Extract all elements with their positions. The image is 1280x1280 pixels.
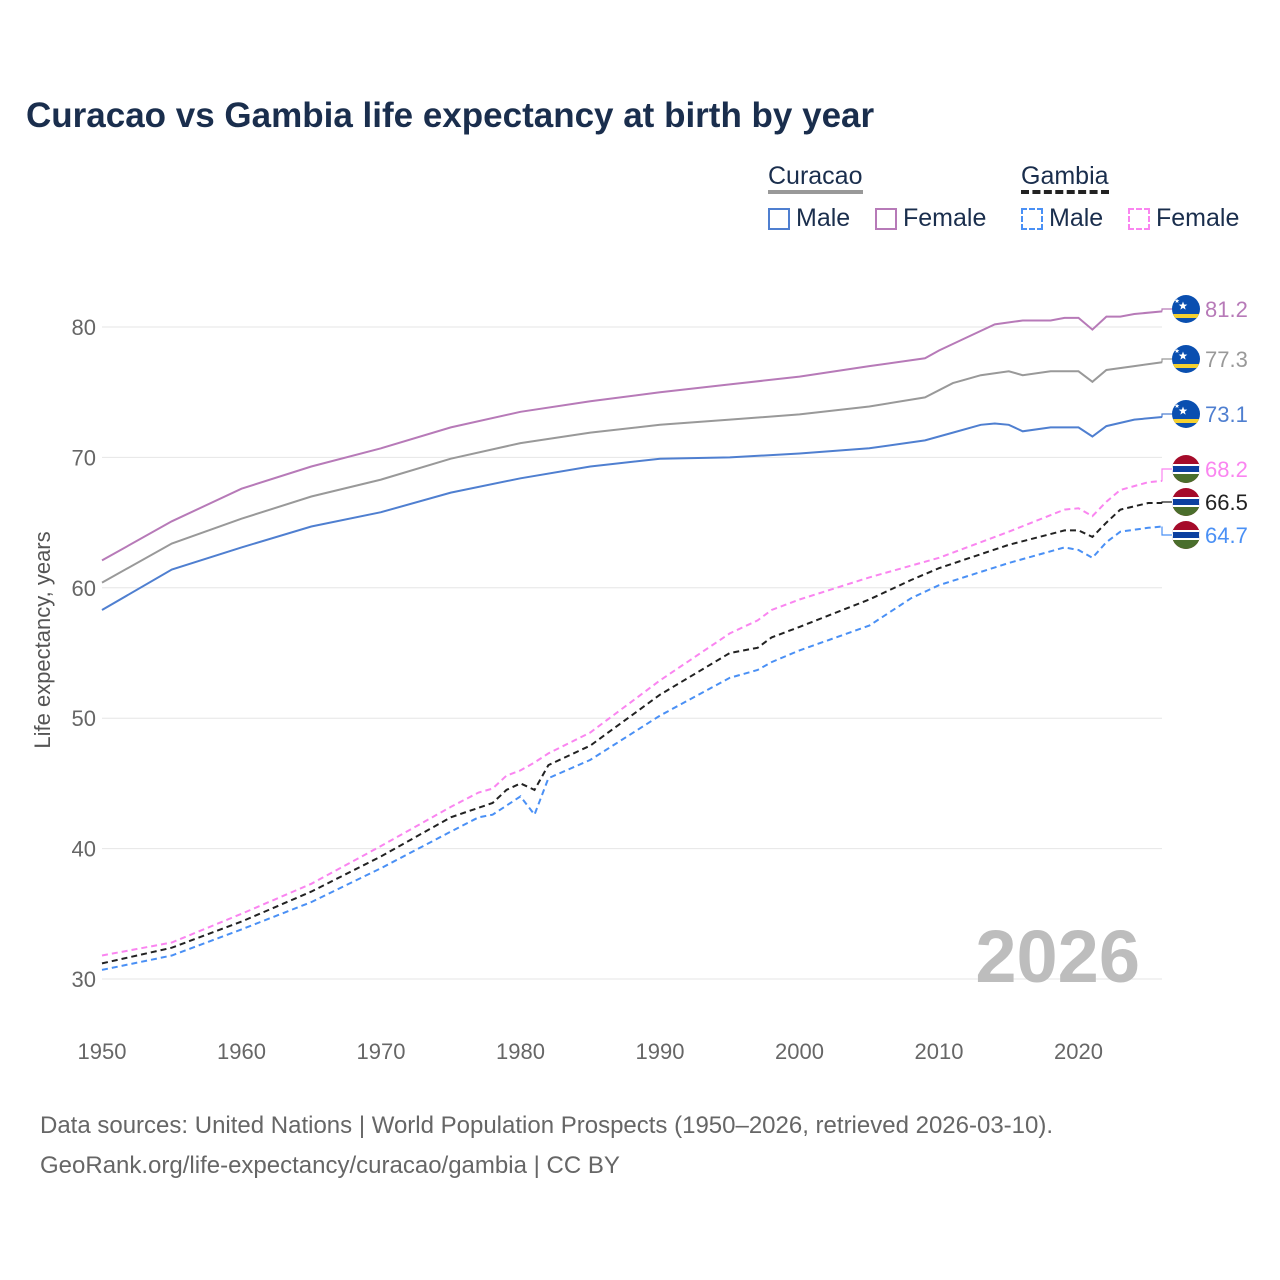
y-axis-label: Life expectancy, years (30, 531, 55, 748)
gambia-flag-icon (1172, 488, 1200, 516)
y-tick-label: 40 (72, 837, 96, 862)
legend-label: Male (796, 204, 851, 232)
data-source: Data sources: United Nations | World Pop… (40, 1112, 1054, 1139)
series-line-gambia-total (101, 502, 1163, 965)
legend-swatch (875, 207, 897, 230)
end-value-label: 73.1 (1205, 402, 1248, 427)
series-line-gambia-male (101, 525, 1163, 971)
legend-group-gambia: Gambia (1021, 162, 1109, 190)
label-connector (1161, 501, 1172, 503)
year-watermark: 2026 (975, 915, 1140, 998)
x-tick-label: 1980 (496, 1039, 545, 1064)
x-tick-label: 2020 (1054, 1039, 1103, 1064)
end-value-label: 64.7 (1205, 523, 1248, 548)
curacao-flag-icon (1172, 295, 1200, 323)
y-tick-label: 30 (72, 967, 96, 992)
label-connector (1161, 308, 1172, 312)
x-tick-label: 1950 (78, 1039, 127, 1064)
legend-label: Female (1156, 204, 1240, 232)
legend-line-curacao (768, 190, 863, 194)
gambia-flag-icon (1172, 455, 1200, 483)
chart-title: Curacao vs Gambia life expectancy at bir… (26, 96, 875, 135)
end-value-label: 68.2 (1205, 457, 1248, 482)
curacao-flag-icon (1172, 400, 1200, 428)
series-line-gambia-female (101, 479, 1163, 957)
label-connector (1161, 358, 1172, 363)
label-connector (1161, 526, 1172, 536)
label-connector (1161, 468, 1172, 481)
y-tick-label: 80 (72, 315, 96, 340)
legend-swatch (1128, 207, 1150, 230)
end-value-label: 66.5 (1205, 490, 1248, 515)
y-tick-label: 50 (72, 706, 96, 731)
legend-line-gambia (1021, 190, 1109, 194)
x-tick-label: 2000 (775, 1039, 824, 1064)
legend-label: Female (903, 204, 987, 232)
end-value-label: 81.2 (1205, 297, 1248, 322)
x-tick-label: 1960 (217, 1039, 266, 1064)
curacao-flag-icon (1172, 345, 1200, 373)
legend-item-curacao-male[interactable]: Male (768, 204, 850, 233)
legend-item-curacao-female[interactable]: Female (875, 204, 986, 233)
x-tick-label: 2010 (915, 1039, 964, 1064)
legend-group-curacao: Curacao (768, 162, 863, 190)
series-line-curacao-total (101, 361, 1163, 584)
legend-swatch (768, 207, 790, 230)
x-tick-label: 1990 (636, 1039, 685, 1064)
y-tick-label: 70 (72, 445, 96, 470)
source-link[interactable]: GeoRank.org/life-expectancy/curacao/gamb… (40, 1152, 620, 1179)
end-value-label: 77.3 (1205, 347, 1248, 372)
legend-swatch (1021, 207, 1043, 230)
footer: Data sources: United Nations | World Pop… (40, 1106, 1053, 1186)
legend-label: Male (1049, 204, 1104, 232)
series-line-curacao-female (101, 310, 1163, 562)
label-connector (1161, 413, 1172, 417)
x-tick-label: 1970 (357, 1039, 406, 1064)
y-tick-label: 60 (72, 576, 96, 601)
legend-item-gambia-male[interactable]: Male (1021, 204, 1103, 233)
legend-item-gambia-female[interactable]: Female (1128, 204, 1239, 233)
gambia-flag-icon (1172, 521, 1200, 549)
series-line-curacao-male (101, 416, 1163, 611)
